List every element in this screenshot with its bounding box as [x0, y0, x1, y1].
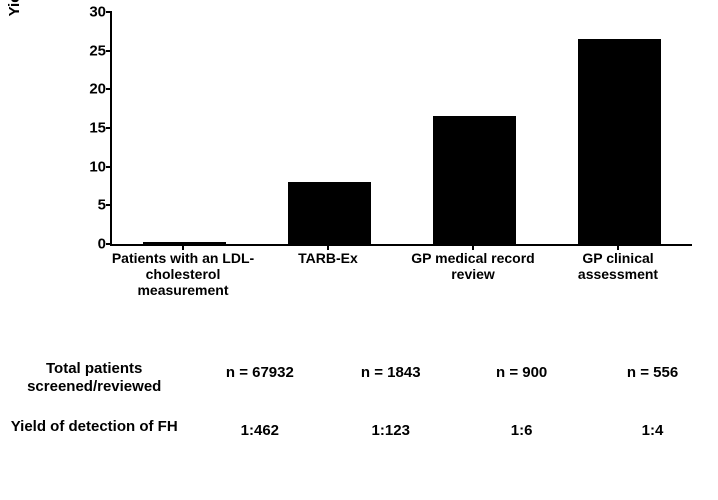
plot-region: 051015202530 — [110, 12, 692, 246]
y-axis-label: Yields of identifying 147 patients with … — [6, 0, 41, 30]
table-row: Total patients screened/reviewedn = 6793… — [0, 360, 718, 396]
y-tick-mark — [106, 11, 112, 13]
chart-area: Yields of identifying 147 patients with … — [0, 0, 718, 320]
row-cell: 1:4 — [587, 418, 718, 439]
bar — [433, 116, 516, 244]
row-label: Yield of detection of FH — [0, 418, 194, 436]
y-tick-mark — [106, 204, 112, 206]
y-tick-mark — [106, 50, 112, 52]
row-cell: 1:462 — [194, 418, 325, 439]
y-tick-label: 30 — [72, 4, 106, 21]
row-cell: n = 67932 — [194, 360, 325, 381]
y-tick-mark — [106, 243, 112, 245]
y-tick-label: 0 — [72, 236, 106, 253]
x-tick-label: Patients with an LDL-cholesterol measure… — [111, 250, 256, 298]
bar — [578, 39, 661, 244]
summary-table: Total patients screened/reviewedn = 6793… — [0, 360, 718, 461]
y-tick-mark — [106, 88, 112, 90]
row-cell: 1:123 — [325, 418, 456, 439]
y-tick-label: 20 — [72, 81, 106, 98]
row-cell: n = 1843 — [325, 360, 456, 381]
bar — [143, 242, 226, 244]
row-cell: n = 900 — [456, 360, 587, 381]
table-row: Yield of detection of FH1:4621:1231:61:4 — [0, 418, 718, 439]
row-cell: n = 556 — [587, 360, 718, 381]
y-tick-mark — [106, 127, 112, 129]
row-cell: 1:6 — [456, 418, 587, 439]
y-tick-label: 5 — [72, 197, 106, 214]
x-tick-label: GP clinical assessment — [546, 250, 691, 282]
row-label: Total patients screened/reviewed — [0, 360, 194, 396]
x-tick-label: GP medical record review — [401, 250, 546, 282]
bar — [288, 182, 371, 244]
y-tick-label: 15 — [72, 120, 106, 137]
y-tick-label: 25 — [72, 42, 106, 59]
y-tick-mark — [106, 166, 112, 168]
x-tick-label: TARB-Ex — [256, 250, 401, 266]
y-tick-label: 10 — [72, 158, 106, 175]
